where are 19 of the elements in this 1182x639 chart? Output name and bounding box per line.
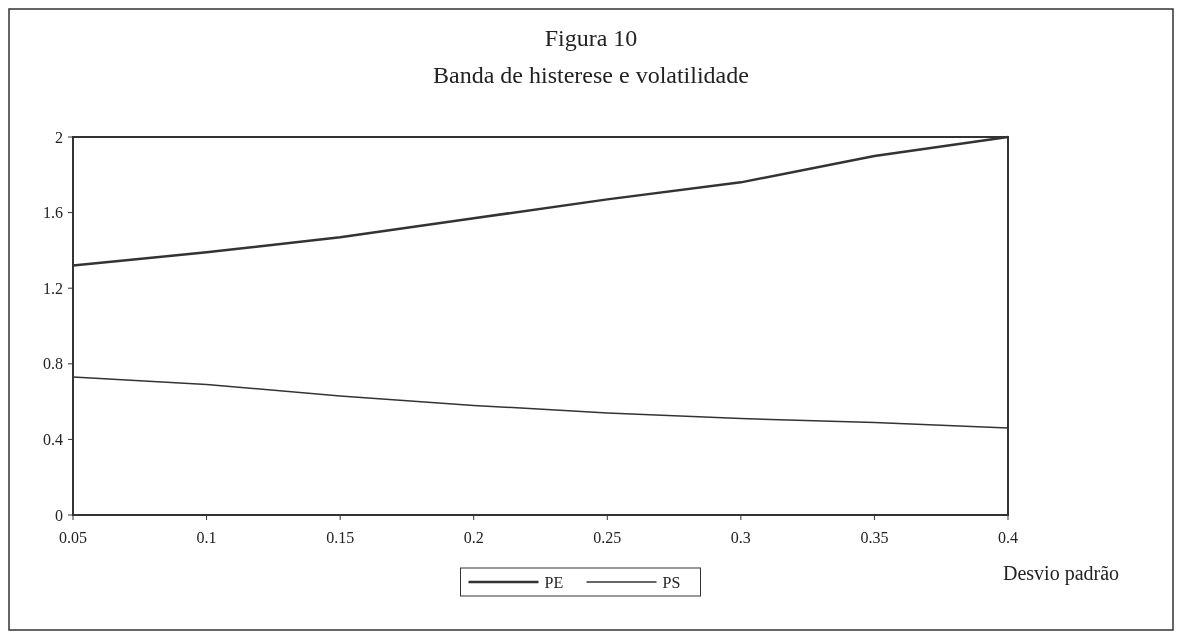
x-tick-label: 0.1 <box>196 529 217 546</box>
y-tick-label: 0.8 <box>43 355 63 373</box>
x-tick-label: 0.2 <box>463 529 484 546</box>
x-tick-label: 0.25 <box>593 529 622 546</box>
x-axis-title: Desvio padrão <box>1003 562 1120 585</box>
chart-subtitle: Banda de histerese e volatilidade <box>433 62 749 88</box>
x-tick-label: 0.4 <box>998 529 1018 546</box>
y-tick-label: 0 <box>55 506 63 524</box>
chart-title: Figura 10 <box>544 25 638 51</box>
x-tick-label: 0.3 <box>730 529 751 546</box>
legend-label: PS <box>662 573 681 591</box>
y-tick-label: 1.2 <box>43 279 63 297</box>
y-tick-label: 1.6 <box>43 204 63 222</box>
x-tick-label: 0.05 <box>59 529 87 546</box>
y-tick-label: 0.4 <box>43 431 63 448</box>
y-tick-label: 2 <box>55 128 63 146</box>
x-tick-label: 0.35 <box>860 529 889 546</box>
legend-label: PE <box>544 573 564 591</box>
x-tick-label: 0.15 <box>326 529 355 546</box>
